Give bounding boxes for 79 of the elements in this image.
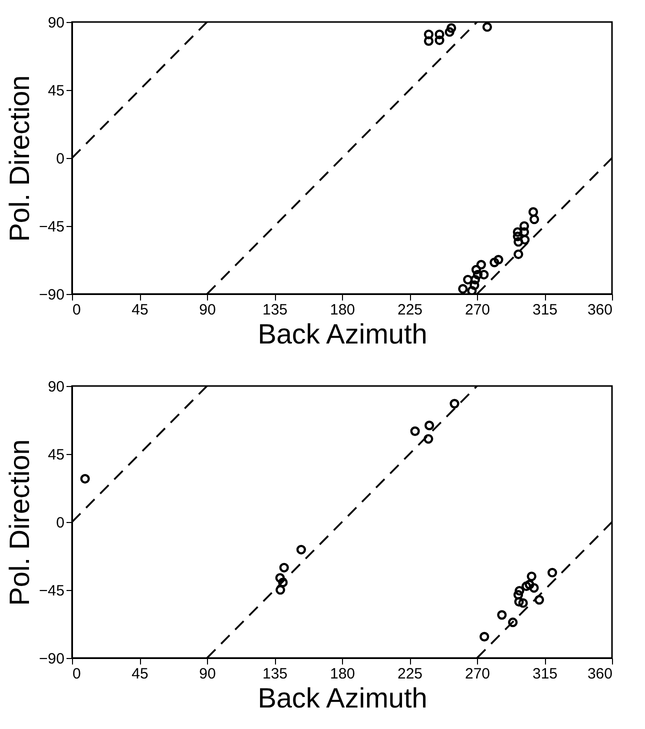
point: [467, 286, 477, 294]
point: [424, 420, 434, 430]
point: [512, 232, 522, 242]
x-tick-label: 315: [532, 666, 558, 682]
point: [524, 580, 534, 590]
point: [424, 30, 434, 40]
point: [434, 35, 444, 46]
point: [497, 610, 507, 620]
point: [519, 221, 530, 231]
point: [410, 426, 420, 436]
point: [450, 398, 460, 408]
point: [424, 434, 434, 444]
point: [275, 573, 285, 583]
point: [296, 544, 306, 554]
point: [512, 227, 522, 237]
y-tick-label: −45: [39, 582, 64, 600]
x-tick-label: 0: [72, 302, 81, 318]
point: [494, 254, 504, 264]
point: [479, 270, 489, 280]
point: [476, 260, 486, 270]
x-tick-label: 180: [330, 666, 356, 682]
x-tick-label: 45: [132, 302, 148, 318]
point: [444, 27, 454, 37]
point: [278, 578, 288, 588]
point: [480, 632, 490, 642]
point: [547, 568, 558, 578]
x-tick-label: 90: [199, 302, 216, 318]
point: [514, 249, 524, 260]
x-tick-label: 225: [397, 302, 423, 318]
point: [458, 284, 468, 294]
point: [434, 30, 444, 40]
point: [528, 207, 538, 217]
point: [424, 36, 434, 46]
point: [522, 581, 532, 592]
point: [514, 586, 524, 596]
point: [529, 583, 539, 593]
x-tick-label: 270: [464, 302, 490, 318]
point: [529, 214, 540, 224]
x-tick-label: 135: [262, 666, 288, 682]
x-axis-title: Back Azimuth: [258, 682, 428, 714]
point: [513, 590, 524, 600]
x-tick-label: 90: [199, 666, 216, 682]
y-tick-label: 0: [56, 514, 64, 532]
y-tick-label: 90: [48, 14, 64, 32]
y-axis-title: Pol. Direction: [4, 439, 36, 606]
y-tick-label: 90: [48, 378, 64, 396]
point: [508, 618, 518, 628]
y-tick-label: 45: [48, 446, 64, 464]
x-tick-label: 135: [262, 302, 288, 318]
point: [534, 595, 544, 605]
point: [526, 572, 536, 582]
point: [463, 274, 473, 284]
y-tick-label: −45: [39, 218, 64, 236]
x-tick-label: 315: [532, 302, 558, 318]
x-axis-title: Back Azimuth: [258, 318, 428, 350]
y-tick-label: 0: [56, 150, 64, 168]
point: [279, 562, 289, 572]
x-tick-label: 0: [72, 666, 81, 682]
x-tick-label: 270: [464, 666, 490, 682]
point: [482, 22, 492, 32]
y-tick-label: −90: [39, 650, 64, 668]
x-tick-label: 180: [330, 302, 356, 318]
x-tick-label: 360: [587, 302, 612, 318]
point: [490, 258, 500, 268]
point: [471, 264, 482, 274]
point: [276, 585, 286, 595]
point: [80, 474, 90, 484]
point: [514, 237, 524, 247]
x-tick-label: 360: [587, 666, 612, 682]
point: [470, 280, 480, 290]
point: [520, 234, 530, 245]
point: [518, 598, 528, 608]
y-tick-label: 45: [48, 82, 64, 100]
point: [446, 23, 456, 33]
y-tick-label: −90: [39, 286, 64, 304]
point: [514, 596, 524, 607]
x-tick-label: 45: [132, 666, 148, 682]
x-tick-label: 225: [397, 666, 423, 682]
y-axis-title: Pol. Direction: [4, 75, 36, 242]
